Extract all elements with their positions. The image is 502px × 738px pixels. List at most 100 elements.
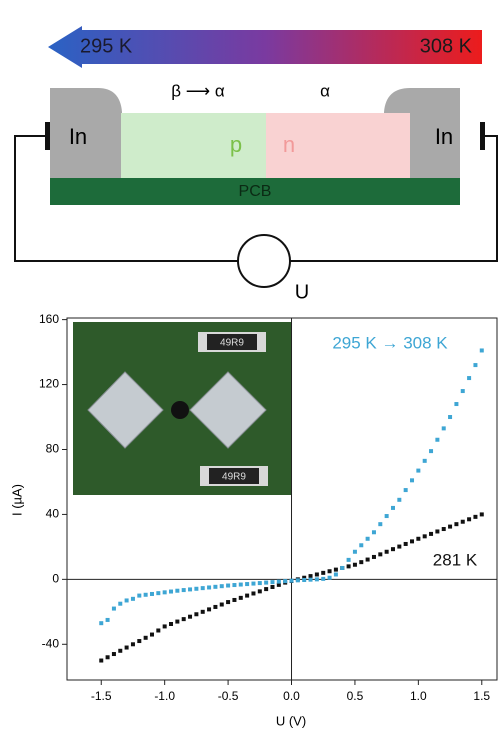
data-point [334, 568, 338, 572]
data-point [359, 560, 363, 564]
data-point [423, 459, 427, 463]
data-point [245, 582, 249, 586]
x-tick-label: 0.5 [347, 689, 364, 703]
data-point [416, 469, 420, 473]
data-point [283, 579, 287, 583]
phase-right: α [320, 81, 330, 100]
phase-left: β ⟶ α [171, 81, 225, 100]
data-point [416, 537, 420, 541]
series-label: 295 K → 308 K [332, 333, 448, 352]
data-point [239, 596, 243, 600]
data-point [144, 636, 148, 640]
data-point [480, 512, 484, 516]
data-point [397, 545, 401, 549]
data-point [251, 591, 255, 595]
data-point [232, 583, 236, 587]
contact-right: In [435, 124, 453, 149]
data-point [118, 602, 122, 606]
data-point [473, 363, 477, 367]
data-point [410, 478, 414, 482]
series-label: 281 K [433, 550, 478, 569]
data-point [480, 348, 484, 352]
data-point [131, 597, 135, 601]
data-point [251, 582, 255, 586]
data-point [372, 530, 376, 534]
data-point [454, 522, 458, 526]
data-point [175, 620, 179, 624]
data-point [378, 552, 382, 556]
data-point [264, 581, 268, 585]
data-point [201, 586, 205, 590]
data-point [226, 600, 230, 604]
data-point [99, 621, 103, 625]
data-point [207, 607, 211, 611]
data-point [290, 579, 294, 583]
data-point [201, 610, 205, 614]
data-point [232, 598, 236, 602]
contact-bar [45, 122, 50, 150]
sample [171, 401, 189, 419]
meter-label: U [295, 281, 309, 303]
y-tick-label: 0 [52, 572, 59, 586]
data-point [207, 585, 211, 589]
data-point [156, 628, 160, 632]
data-point [347, 564, 351, 568]
data-point [435, 438, 439, 442]
data-point [448, 525, 452, 529]
data-point [277, 580, 281, 584]
data-point [258, 589, 262, 593]
x-tick-label: -0.5 [218, 689, 239, 703]
data-point [245, 594, 249, 598]
resistor-label: 49R9 [220, 338, 244, 349]
data-point [366, 558, 370, 562]
data-point [359, 543, 363, 547]
data-point [309, 574, 313, 578]
data-point [125, 598, 129, 602]
y-tick-label: 40 [46, 507, 60, 521]
data-point [385, 514, 389, 518]
data-point [391, 547, 395, 551]
data-point [125, 646, 129, 650]
data-point [106, 618, 110, 622]
x-tick-label: -1.5 [91, 689, 112, 703]
data-point [169, 590, 173, 594]
data-point [391, 506, 395, 510]
data-point [112, 652, 116, 656]
data-point [315, 572, 319, 576]
data-point [270, 580, 274, 584]
data-point [315, 577, 319, 581]
data-point [334, 572, 338, 576]
data-point [353, 550, 357, 554]
data-point [239, 583, 243, 587]
data-point [258, 581, 262, 585]
data-point [467, 517, 471, 521]
data-point [182, 617, 186, 621]
data-point [213, 585, 217, 589]
data-point [220, 584, 224, 588]
data-point [182, 588, 186, 592]
data-point [175, 589, 179, 593]
y-tick-label: 80 [46, 442, 60, 456]
data-point [404, 488, 408, 492]
data-point [137, 639, 141, 643]
x-tick-label: 0.0 [283, 689, 300, 703]
data-point [137, 594, 141, 598]
data-point [321, 577, 325, 581]
data-point [144, 593, 148, 597]
data-point [404, 542, 408, 546]
data-point [194, 587, 198, 591]
data-point [220, 603, 224, 607]
data-point [131, 642, 135, 646]
data-point [410, 539, 414, 543]
data-point [423, 534, 427, 538]
y-axis-label: I (µA) [9, 484, 24, 516]
data-point [461, 389, 465, 393]
figure: 295 K 308 K β ⟶ α α p n In In PCB U 49R9… [0, 0, 502, 733]
data-point [461, 520, 465, 524]
data-point [397, 498, 401, 502]
data-point [321, 571, 325, 575]
data-point [150, 592, 154, 596]
data-point [366, 537, 370, 541]
data-point [372, 555, 376, 559]
meter [238, 235, 290, 287]
